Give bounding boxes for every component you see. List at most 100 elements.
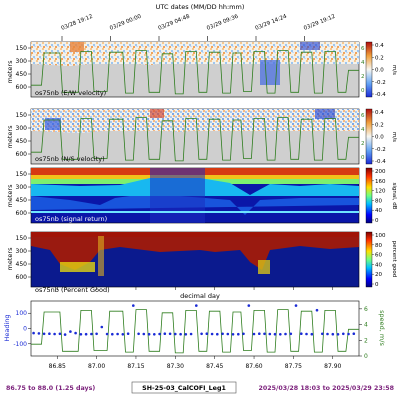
heading-point (184, 333, 188, 336)
decimal-day-tick-label: 87.15 (127, 363, 144, 370)
heading-point (315, 308, 319, 312)
heading-point (205, 332, 209, 336)
footer-date-range: 2025/03/28 18:03 to 2025/03/29 23:58 (259, 385, 395, 392)
heading-point (221, 332, 224, 336)
heading-point (116, 332, 119, 336)
heading-point (200, 332, 203, 336)
decimal-day-tick-label: 87.90 (324, 363, 341, 370)
heading-point (58, 332, 62, 336)
heading-point (32, 331, 35, 335)
heading-point (95, 332, 98, 336)
heading-points (32, 304, 356, 336)
utc-tick-label: 03/29 04:48 (158, 14, 192, 32)
heading-point (174, 332, 177, 336)
speed-line-panel-1 (31, 50, 359, 95)
heading-point (347, 332, 350, 336)
heading-point (74, 331, 77, 335)
colorbar-tick-label: -0.2 (375, 147, 386, 153)
heading-point (126, 332, 130, 336)
depth-tick-label: 450 (16, 197, 28, 204)
colorbar-tick-label: 80 (375, 243, 382, 249)
heading-point (137, 332, 140, 336)
heading-point (132, 304, 135, 307)
depth-tick-label: 450 (16, 138, 28, 145)
utc-tick-label: 03/28 19:12 (61, 14, 94, 32)
heading-point (294, 304, 298, 307)
heading-point (111, 332, 114, 336)
depth-tick-label: 150 (16, 235, 28, 242)
depth-tick-label: 150 (16, 45, 28, 52)
utc-axis-title: UTC dates (MM/DD hh:mm) (156, 3, 245, 11)
panel-4-colorbar-label: percent good (391, 241, 397, 278)
heading-tick-label: -100 (13, 341, 27, 348)
heading-axis-label: Heading (3, 314, 11, 341)
heading-point (336, 333, 340, 336)
heading-point (284, 332, 287, 336)
heading-point (63, 333, 67, 336)
depth-tick-label: 450 (16, 261, 28, 268)
utc-tick-label: 03/29 09:36 (206, 14, 240, 32)
heading-point (189, 332, 193, 336)
decimal-day-ticks: 86.85 87.00 87.15 87.30 87.45 87.60 87.75 87.90 (49, 287, 342, 370)
depth-tick-label: 300 (16, 248, 28, 255)
colorbar-tick-label: 0.4 (375, 110, 384, 116)
heading-tick-label: 0 (23, 326, 27, 333)
speed-tick-label: 0 (364, 353, 368, 360)
speed-axis-label: speed, m/s (378, 310, 386, 346)
depth-tick-label: 600 (16, 274, 28, 281)
heading-point (100, 325, 104, 329)
heading-point (263, 332, 266, 336)
speed-tick-label: 2 (364, 337, 368, 344)
decimal-day-tick-label: 87.60 (245, 363, 262, 370)
utc-tick-label: 03/29 19:12 (303, 14, 336, 32)
heading-point (226, 332, 230, 336)
speed-tick-label: 4 (361, 60, 365, 66)
heading-point (105, 332, 109, 336)
colorbar-tick-label: 0.0 (375, 135, 384, 141)
heading-point (352, 332, 356, 336)
heading-point (321, 332, 324, 336)
heading-point (289, 332, 293, 336)
colorbar-tick-label: 0.2 (375, 122, 384, 128)
colorbar-tick-label: -0.4 (375, 159, 386, 165)
decimal-day-tick-label: 87.00 (88, 363, 105, 370)
heading-point (42, 332, 46, 336)
heading-point (342, 332, 345, 336)
depth-tick-label: 300 (16, 58, 28, 65)
heading-point (305, 332, 308, 336)
heading-point (121, 333, 125, 336)
panel-ew-velocity: os75nb (E/W velocity) 150 300 450 600 meter… (6, 41, 397, 98)
colorbar-tick-label: 0.2 (375, 55, 384, 61)
heading-point (300, 332, 303, 336)
speed-tick-label: 6 (361, 46, 365, 52)
speed-line-panel-5 (31, 309, 359, 354)
colorbar-tick-label: 20 (375, 272, 382, 278)
panel-3-colorbar-label: signal, dB (391, 182, 397, 209)
colorbar-tick-label: 0 (375, 218, 379, 224)
heading-tick-label: 100 (16, 310, 28, 317)
colorbar-tick-label: 60 (375, 253, 382, 259)
colorbar-tick-label: 120 (375, 189, 386, 195)
panel-signal-return: os75nb (signal return) 150 300 450 600 mete… (6, 167, 397, 224)
decimal-day-tick-label: 87.30 (167, 363, 184, 370)
depth-tick-label: 150 (16, 171, 28, 178)
colorbar-tick-label: 0.4 (375, 43, 384, 49)
colorbar-tick-label: -0.2 (375, 80, 386, 86)
colorbar-tick-label: 200 (375, 169, 386, 175)
speed-tick-label: 6 (364, 306, 368, 313)
speed-tick-label: 2 (361, 141, 365, 147)
panel-1-colorbar-label: m/s (391, 65, 397, 75)
speed-tick-label: 4 (361, 127, 365, 133)
heading-point (242, 332, 245, 336)
depth-tick-label: 600 (16, 84, 28, 91)
speed-tick-label: 4 (364, 322, 368, 329)
heading-point (147, 332, 151, 336)
heading-point (247, 304, 251, 307)
colorbar-tick-label: 160 (375, 179, 386, 185)
utc-tick-label: 03/29 14:24 (255, 14, 289, 32)
depth-tick-label: 300 (16, 184, 28, 191)
heading-point (252, 332, 256, 336)
footer-cruise-id: SH-25-03_CalCOFI_Leg1 (142, 385, 226, 392)
heading-point (210, 332, 214, 336)
